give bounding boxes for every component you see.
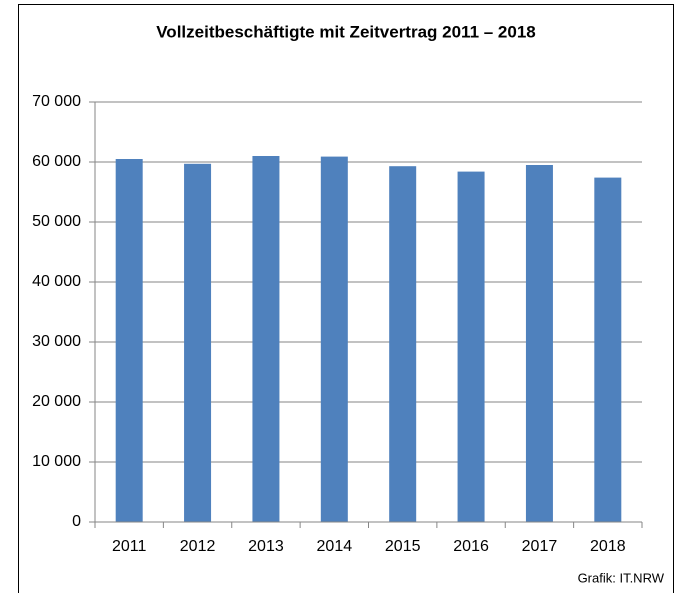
y-tick-label: 70 000 bbox=[32, 93, 81, 110]
bar bbox=[457, 171, 485, 522]
source-note: Grafik: IT.NRW bbox=[578, 570, 665, 585]
bar bbox=[252, 156, 280, 522]
y-tick-label: 40 000 bbox=[32, 273, 81, 290]
x-tick-label: 2016 bbox=[453, 538, 489, 555]
x-tick-label: 2011 bbox=[112, 538, 147, 555]
x-tick-label: 2014 bbox=[317, 538, 353, 555]
x-tick-label: 2015 bbox=[385, 538, 421, 555]
y-tick-label: 0 bbox=[72, 513, 81, 530]
x-tick-label: 2012 bbox=[180, 538, 216, 555]
y-tick-label: 20 000 bbox=[32, 393, 81, 410]
bar bbox=[184, 163, 212, 523]
bar bbox=[115, 159, 143, 522]
chart-title: Vollzeitbeschäftigte mit Zeitvertrag 201… bbox=[156, 22, 536, 41]
bar bbox=[389, 166, 417, 522]
x-tick-label: 2018 bbox=[590, 538, 626, 555]
y-tick-label: 30 000 bbox=[32, 333, 81, 350]
y-tick-label: 60 000 bbox=[32, 153, 81, 170]
y-tick-label: 50 000 bbox=[32, 213, 81, 230]
bar bbox=[525, 165, 553, 522]
x-tick-label: 2013 bbox=[248, 538, 284, 555]
bar bbox=[320, 156, 348, 522]
bar bbox=[594, 177, 622, 522]
y-tick-label: 10 000 bbox=[32, 453, 81, 470]
x-tick-label: 2017 bbox=[522, 538, 558, 555]
